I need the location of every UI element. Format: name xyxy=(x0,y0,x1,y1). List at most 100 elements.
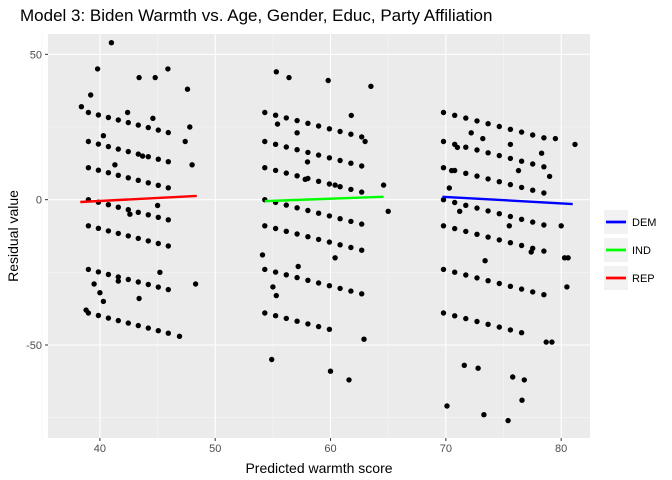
legend-label-ind: IND xyxy=(632,245,651,257)
data-point xyxy=(530,132,536,138)
data-point xyxy=(332,182,338,188)
data-point xyxy=(325,77,331,84)
data-point xyxy=(165,159,171,165)
data-point xyxy=(165,129,171,136)
data-point xyxy=(518,158,525,164)
data-point xyxy=(361,336,367,342)
data-point xyxy=(155,182,161,188)
data-point xyxy=(440,109,447,116)
data-point xyxy=(273,69,279,75)
data-point xyxy=(305,149,311,156)
legend-label-dem: DEM xyxy=(632,217,656,229)
data-point xyxy=(262,266,268,273)
x-tick-label: 80 xyxy=(555,443,567,455)
data-point xyxy=(485,321,491,327)
data-point xyxy=(165,286,171,293)
data-point xyxy=(474,173,480,179)
data-point xyxy=(549,339,555,345)
data-point xyxy=(155,328,161,334)
data-point xyxy=(326,213,333,219)
data-point xyxy=(468,130,474,136)
data-point xyxy=(115,172,122,178)
data-point xyxy=(125,207,131,213)
data-point xyxy=(452,225,458,232)
data-point xyxy=(368,83,374,90)
data-point xyxy=(380,182,387,188)
data-point xyxy=(337,216,343,222)
data-point xyxy=(274,121,281,127)
data-point xyxy=(474,118,480,124)
data-point xyxy=(105,228,112,234)
data-point xyxy=(496,152,502,159)
y-tick-label: 0 xyxy=(36,195,42,207)
data-point xyxy=(530,219,536,225)
data-point xyxy=(97,290,103,296)
legend-label-rep: REP xyxy=(632,273,655,285)
data-point xyxy=(326,326,333,332)
data-point xyxy=(359,247,365,253)
data-point xyxy=(326,239,333,245)
data-point xyxy=(315,236,322,243)
data-point xyxy=(165,185,171,191)
data-point xyxy=(165,66,171,72)
data-point xyxy=(85,138,92,145)
data-point xyxy=(124,109,131,116)
data-point xyxy=(294,147,300,153)
data-point xyxy=(283,202,289,208)
data-point xyxy=(125,148,131,155)
data-point xyxy=(294,205,300,211)
data-point xyxy=(294,274,300,281)
data-point xyxy=(105,170,112,176)
data-point xyxy=(176,333,183,339)
data-point xyxy=(546,173,553,180)
data-point xyxy=(337,184,343,190)
data-point xyxy=(286,74,292,81)
data-point xyxy=(135,122,141,128)
data-point xyxy=(457,208,463,214)
data-point xyxy=(100,133,107,139)
data-point xyxy=(452,199,458,206)
data-point xyxy=(283,315,289,322)
data-point xyxy=(262,223,268,229)
data-point xyxy=(150,115,156,122)
data-point xyxy=(337,242,343,248)
data-point xyxy=(145,325,151,331)
data-point xyxy=(332,255,338,261)
data-point xyxy=(94,66,101,72)
data-point xyxy=(78,104,85,110)
data-point xyxy=(326,155,333,161)
data-point xyxy=(294,117,300,124)
data-point xyxy=(294,173,300,179)
data-point xyxy=(272,112,279,118)
x-tick-label: 40 xyxy=(94,443,106,455)
data-point xyxy=(452,313,458,319)
data-point xyxy=(564,284,570,290)
data-point xyxy=(125,233,131,239)
data-point xyxy=(135,322,141,329)
data-point xyxy=(463,115,469,121)
data-point xyxy=(189,162,195,168)
data-point xyxy=(518,129,525,135)
data-point xyxy=(115,146,122,152)
data-point xyxy=(474,275,480,281)
data-point xyxy=(474,147,480,153)
data-point xyxy=(115,204,122,210)
data-point xyxy=(135,235,141,242)
data-point xyxy=(326,283,333,289)
data-point xyxy=(112,162,118,168)
y-tick-label: 50 xyxy=(30,49,42,61)
data-point xyxy=(105,271,112,278)
data-point xyxy=(115,274,122,280)
data-point xyxy=(85,266,92,273)
data-point xyxy=(474,205,480,211)
data-point xyxy=(496,179,502,185)
data-point xyxy=(315,123,322,129)
data-point xyxy=(359,163,365,169)
data-point xyxy=(348,160,354,166)
data-point xyxy=(100,298,107,305)
data-point xyxy=(91,281,97,287)
legend: DEM IND REP xyxy=(604,210,656,290)
data-point xyxy=(304,159,311,165)
data-point xyxy=(315,280,322,286)
data-point xyxy=(507,141,514,148)
